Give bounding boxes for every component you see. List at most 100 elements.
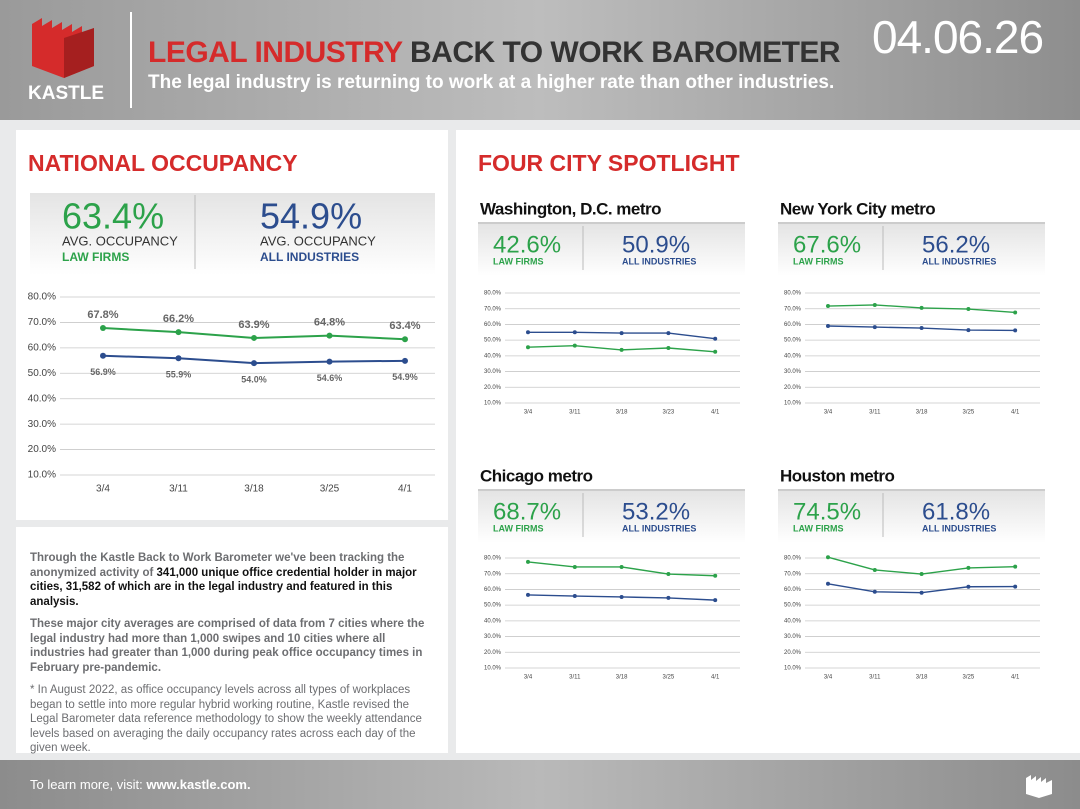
footer-icon (1026, 775, 1052, 798)
stat-box (478, 224, 745, 276)
point (526, 592, 530, 597)
stat-box (30, 193, 435, 275)
x-tick-label: 3/11 (869, 675, 881, 681)
point (619, 331, 624, 336)
point (1013, 310, 1018, 315)
point (572, 330, 577, 335)
data-label: 54.9% (392, 372, 418, 382)
y-tick-label: 80.0% (484, 556, 502, 562)
section-title: FOUR CITY SPOTLIGHT (478, 150, 740, 176)
y-tick-label: 60.0% (784, 587, 802, 593)
point (966, 328, 971, 333)
x-tick-label: 3/23 (663, 410, 675, 416)
link[interactable]: www.kastle.com. (146, 777, 251, 792)
stat-label: ALL INDUSTRIES (622, 256, 696, 266)
x-tick-label: 3/18 (916, 675, 928, 681)
stat-value: 74.5% (793, 498, 861, 525)
point (572, 343, 577, 348)
point (713, 573, 718, 578)
point (100, 325, 106, 332)
stat-value: 53.2% (622, 498, 690, 525)
point (1013, 564, 1018, 569)
y-tick-label: 40.0% (784, 618, 802, 624)
y-tick-label: 40.0% (484, 618, 502, 624)
stat-value: 63.4% (62, 196, 164, 237)
point (666, 346, 671, 350)
point (526, 330, 530, 335)
y-tick-label: 20.0% (28, 444, 56, 455)
point (526, 345, 530, 350)
x-tick-label: 3/25 (963, 675, 975, 681)
point (402, 357, 408, 364)
point (572, 594, 577, 599)
point (175, 355, 182, 362)
y-tick-label: 50.0% (484, 603, 502, 609)
y-tick-label: 50.0% (28, 368, 56, 379)
point (251, 360, 257, 367)
point (526, 559, 530, 564)
divider (130, 12, 132, 108)
footer-text: To learn more, visit: www.kastle.com. (30, 777, 251, 792)
y-tick-label: 10.0% (784, 666, 802, 672)
y-tick-label: 70.0% (484, 306, 502, 312)
stat-box (778, 224, 1045, 276)
stat-value: 42.6% (493, 231, 561, 258)
point (826, 581, 830, 586)
series-line (827, 556, 1016, 575)
y-tick-label: 80.0% (28, 292, 56, 303)
stat-box (478, 491, 745, 543)
stat-label: LAW FIRMS (493, 256, 544, 266)
text: To learn more, visit: (30, 777, 147, 792)
y-tick-label: 10.0% (484, 401, 502, 407)
point (872, 567, 877, 572)
y-tick-label: 20.0% (484, 650, 502, 656)
y-tick-label: 70.0% (484, 571, 502, 577)
stat-label: ALL INDUSTRIES (622, 523, 696, 533)
y-tick-label: 50.0% (784, 338, 802, 344)
y-tick-label: 10.0% (28, 470, 56, 481)
bold-text: 341,000 unique office credential holder … (30, 566, 417, 608)
chart-title: Chicago metro (480, 466, 593, 485)
stat-caption: AVG. OCCUPANCY (62, 233, 178, 248)
point (326, 358, 333, 365)
x-tick-label: 3/18 (244, 484, 264, 495)
y-tick-label: 40.0% (484, 353, 502, 359)
point (666, 572, 671, 577)
point (872, 302, 877, 307)
chart-title: Washington, D.C. metro (480, 199, 661, 218)
x-tick-label: 3/4 (524, 410, 533, 416)
logo-text: KASTLE (28, 83, 104, 104)
chart-title: NATIONAL OCCUPANCY (28, 150, 298, 176)
subtitle: The legal industry is returning to work … (148, 72, 835, 93)
stat-label: ALL INDUSTRIES (922, 523, 996, 533)
x-tick-label: 4/1 (1011, 410, 1020, 416)
point (966, 307, 971, 312)
point (919, 572, 924, 577)
y-tick-label: 70.0% (784, 571, 802, 577)
stat-label: LAW FIRMS (493, 523, 544, 533)
data-label: 64.8% (314, 317, 345, 329)
y-tick-label: 40.0% (28, 393, 56, 404)
data-label: 67.8% (87, 309, 118, 321)
y-tick-label: 10.0% (784, 401, 802, 407)
y-tick-label: 70.0% (784, 306, 802, 312)
point (251, 334, 257, 341)
point (919, 326, 924, 331)
y-tick-label: 30.0% (784, 634, 802, 640)
point (966, 584, 971, 589)
point (966, 565, 971, 570)
x-tick-label: 3/25 (963, 410, 975, 416)
chart-title: Houston metro (780, 466, 895, 485)
logo-shade (64, 28, 94, 78)
y-tick-label: 30.0% (484, 634, 502, 640)
y-tick-label: 20.0% (784, 385, 802, 391)
paragraph: Through the Kastle Back to Work Baromete… (30, 551, 434, 609)
point (619, 564, 624, 569)
point (326, 332, 333, 339)
x-tick-label: 3/4 (524, 675, 533, 681)
stat-label: LAW FIRMS (62, 250, 129, 264)
point (826, 555, 830, 560)
point (826, 324, 830, 328)
